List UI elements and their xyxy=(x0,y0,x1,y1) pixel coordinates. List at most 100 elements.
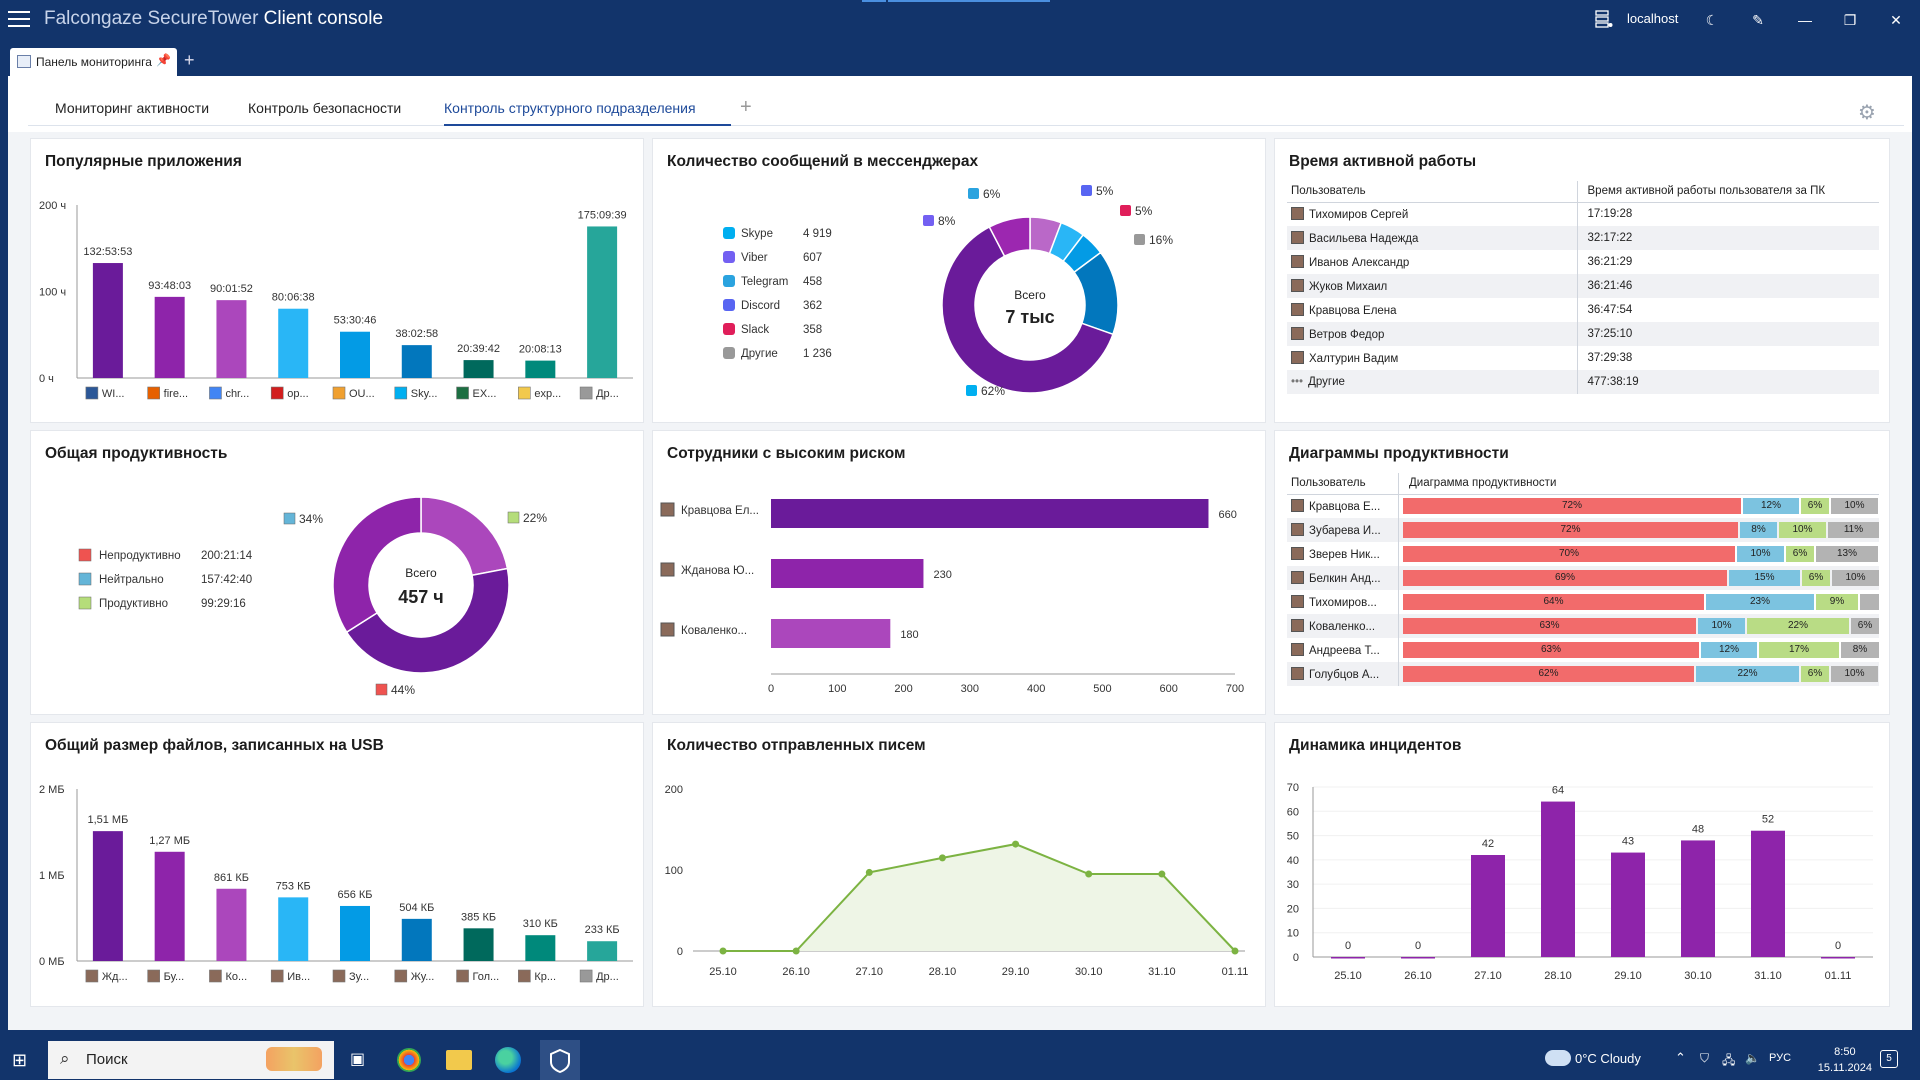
messenger-icon xyxy=(723,299,735,311)
table-row[interactable]: Белкин Анд... 69% 15% 6% 10% xyxy=(1287,566,1879,590)
x-tick-label: 200 xyxy=(894,683,912,695)
theme-moon-icon[interactable]: ☾ xyxy=(1705,12,1719,28)
avatar xyxy=(147,969,160,983)
table-row[interactable]: Голубцов А... 62% 22% 6% 10% xyxy=(1287,662,1879,686)
table-row[interactable]: Зубарева И... 72% 8% 10% 11% xyxy=(1287,518,1879,542)
productivity-segment: 8% xyxy=(1841,642,1879,658)
diagram-cell: 62% 22% 6% 10% xyxy=(1398,662,1879,686)
file-explorer-icon[interactable] xyxy=(446,1050,472,1070)
network-icon[interactable]: 🖧 xyxy=(1722,1053,1736,1067)
bar xyxy=(1401,957,1435,959)
tab-department-control[interactable]: Контроль структурного подразделения xyxy=(444,100,731,126)
clock-date: 15.11.2024 xyxy=(1817,1062,1872,1074)
windows-start-icon[interactable]: ⊞ xyxy=(12,1050,28,1070)
taskbar-search[interactable]: ⌕ Поиск xyxy=(48,1041,334,1079)
avatar xyxy=(1291,595,1304,608)
table-row[interactable]: Коваленко... 63% 10% 22% 6% xyxy=(1287,614,1879,638)
notifications-icon[interactable]: 5 xyxy=(1880,1050,1898,1068)
clock[interactable]: 8:50 15.11.2024 xyxy=(1818,1044,1872,1076)
productivity-bar: 63% 10% 22% 6% xyxy=(1403,618,1879,634)
productivity-segment: 9% xyxy=(1816,594,1858,610)
category-label: Ко... xyxy=(225,971,247,983)
x-tick-label: 28.10 xyxy=(929,966,957,978)
table-row[interactable]: Андреева Т... 63% 12% 17% 8% xyxy=(1287,638,1879,662)
feedback-icon[interactable]: ✎ xyxy=(1752,12,1764,28)
title-accent-right xyxy=(888,0,1050,2)
y-tick-label: 50 xyxy=(1287,831,1299,843)
bar xyxy=(587,941,618,961)
table-row[interactable]: ••• Другие 477:38:19 xyxy=(1287,370,1879,394)
pie-slice xyxy=(988,216,1031,258)
restore-icon[interactable]: ❐ xyxy=(1843,12,1857,28)
server-name[interactable]: localhost xyxy=(1627,11,1679,26)
user-cell: Жуков Михаил xyxy=(1287,274,1577,298)
doc-tab-monitoring-panel[interactable]: Панель мониторинга 📌 xyxy=(10,48,177,76)
category-label: Кр... xyxy=(534,971,556,983)
bar-value-label: 0 xyxy=(1835,940,1841,952)
chevron-up-icon[interactable]: ⌃ xyxy=(1675,1050,1686,1065)
avatar xyxy=(1291,643,1304,656)
productivity-segment: 10% xyxy=(1698,618,1745,634)
table-row[interactable]: Тихомиров Сергей 17:19:28 xyxy=(1287,202,1879,226)
bar-value-label: 861 КБ xyxy=(214,872,249,884)
panel-active-time: Время активной работы Пользователь Время… xyxy=(1274,138,1890,423)
user-name: Васильева Надежда xyxy=(1309,233,1419,245)
add-doc-tab-icon[interactable]: + xyxy=(184,50,195,70)
avatar xyxy=(1291,547,1304,560)
y-tick-label: 0 ч xyxy=(39,373,54,385)
avatar xyxy=(85,969,99,983)
avatar xyxy=(394,969,408,983)
bar-value-label: 52 xyxy=(1762,814,1774,826)
table-row[interactable]: Халтурин Вадим 37:29:38 xyxy=(1287,346,1879,370)
table-row[interactable]: Кравцова Елена 36:47:54 xyxy=(1287,298,1879,322)
app-icon xyxy=(147,386,160,400)
bar-value-label: 1,51 МБ xyxy=(87,814,128,826)
tab-security-control[interactable]: Контроль безопасности xyxy=(248,100,402,116)
edge-icon[interactable] xyxy=(495,1047,521,1073)
chrome-icon[interactable] xyxy=(397,1048,421,1072)
user-name: Тихомиров Сергей xyxy=(1309,209,1409,222)
user-name: Кравцова Елена xyxy=(1309,305,1397,317)
x-tick-label: 600 xyxy=(1160,683,1178,695)
table-row[interactable]: Ветров Федор 37:25:10 xyxy=(1287,322,1879,346)
legend-value: 99:29:16 xyxy=(201,598,246,610)
diagram-cell: 64% 23% 9% xyxy=(1398,590,1879,614)
legend-value: 1 236 xyxy=(803,348,832,360)
table-row[interactable]: Иванов Александр 36:21:29 xyxy=(1287,250,1879,274)
y-tick-label: 0 МБ xyxy=(39,956,65,968)
minimize-icon[interactable]: — xyxy=(1798,12,1812,28)
table-row[interactable]: Тихомиров... 64% 23% 9% xyxy=(1287,590,1879,614)
bar-value-label: 132:53:53 xyxy=(83,246,132,258)
y-tick-label: 40 xyxy=(1287,855,1299,867)
close-icon[interactable]: ✕ xyxy=(1890,12,1902,28)
avatar xyxy=(518,969,531,983)
slice-percent-label: 22% xyxy=(523,511,547,525)
task-view-icon[interactable]: ▣ xyxy=(350,1051,366,1068)
securetower-app-icon[interactable] xyxy=(540,1040,580,1080)
legend-value: 157:42:40 xyxy=(201,574,252,586)
panel-title: Сотрудники с высоким риском xyxy=(667,445,906,462)
language-indicator[interactable]: РУС xyxy=(1769,1052,1792,1064)
security-tray-icon[interactable]: ⛉ xyxy=(1700,1051,1710,1065)
hamburger-menu-icon[interactable] xyxy=(8,11,30,29)
tab-activity-monitoring[interactable]: Мониторинг активности xyxy=(55,100,210,116)
settings-gear-icon[interactable]: ⚙ xyxy=(1858,102,1876,124)
add-view-tab-icon[interactable]: + xyxy=(740,96,752,118)
bar xyxy=(216,300,247,378)
avatar xyxy=(579,969,593,983)
time-cell: 37:29:38 xyxy=(1576,346,1879,370)
pin-icon[interactable]: 📌 xyxy=(156,53,171,67)
category-label: Жд... xyxy=(102,971,128,983)
table-row[interactable]: Зверев Ник... 70% 10% 6% 13% xyxy=(1287,542,1879,566)
bar xyxy=(1331,957,1365,959)
category-label: 29.10 xyxy=(1614,970,1642,982)
table-row[interactable]: Васильева Надежда 32:17:22 xyxy=(1287,226,1879,250)
y-tick-label: 2 МБ xyxy=(39,784,65,796)
table-row[interactable]: Кравцова Е... 72% 12% 6% 10% xyxy=(1287,494,1879,518)
avatar xyxy=(660,622,675,637)
weather-text[interactable]: 0°C Cloudy xyxy=(1575,1051,1641,1066)
table-row[interactable]: Жуков Михаил 36:21:46 xyxy=(1287,274,1879,298)
volume-icon[interactable]: 🔈 xyxy=(1745,1051,1760,1065)
legend-name: Slack xyxy=(741,324,769,336)
panel-title: Диаграммы продуктивности xyxy=(1289,445,1509,462)
